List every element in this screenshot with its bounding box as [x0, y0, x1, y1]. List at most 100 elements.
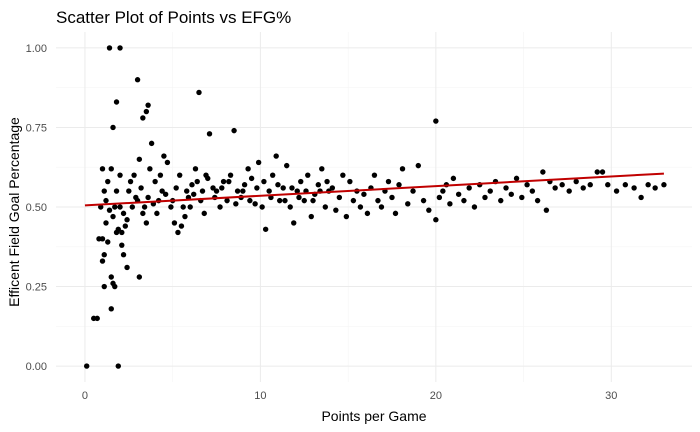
data-point: [357, 204, 364, 210]
data-point: [213, 188, 220, 194]
data-point: [180, 204, 186, 210]
data-point: [108, 274, 114, 280]
data-point: [255, 159, 262, 166]
data-point: [371, 172, 378, 178]
data-point: [96, 236, 102, 242]
data-point: [141, 204, 148, 210]
data-point: [336, 194, 343, 201]
data-point: [152, 178, 158, 185]
data-point: [389, 194, 395, 201]
data-point: [340, 172, 346, 178]
data-point: [385, 178, 392, 185]
data-point: [178, 223, 185, 229]
data-point: [450, 175, 457, 182]
chart-title: Scatter Plot of Points vs EFG%: [56, 8, 291, 27]
data-point: [503, 185, 509, 191]
data-point: [220, 178, 227, 185]
data-point: [227, 172, 234, 178]
data-point: [631, 185, 637, 191]
data-point: [106, 45, 113, 51]
data-point: [266, 188, 272, 194]
data-point: [133, 194, 139, 201]
data-point: [529, 188, 536, 194]
data-point: [343, 213, 350, 220]
x-tick-label: 30: [605, 390, 617, 402]
data-point: [361, 191, 367, 197]
data-point: [364, 210, 371, 217]
data-point: [117, 204, 123, 210]
y-axis-ticks: 0.00 0.25 0.50 0.75 1.00: [26, 43, 47, 373]
data-point: [105, 178, 111, 185]
data-point: [131, 172, 137, 178]
data-point: [210, 185, 216, 191]
data-point: [287, 204, 293, 210]
data-point: [559, 182, 565, 188]
data-point: [273, 153, 279, 159]
data-point: [226, 178, 232, 185]
data-point: [301, 197, 307, 204]
data-point: [124, 264, 130, 271]
data-point: [143, 108, 150, 115]
data-point: [101, 188, 107, 194]
data-point: [315, 182, 321, 188]
data-point: [573, 178, 579, 185]
data-point: [234, 188, 241, 194]
data-point: [119, 229, 125, 236]
data-points: [84, 45, 667, 369]
data-point: [284, 162, 290, 169]
data-point: [113, 229, 120, 236]
data-point: [168, 204, 174, 210]
data-point: [282, 197, 288, 204]
data-point: [103, 197, 109, 204]
data-point: [120, 252, 127, 258]
data-point: [276, 197, 283, 204]
data-point: [122, 223, 129, 229]
data-point: [201, 210, 207, 217]
data-point: [319, 166, 325, 172]
data-point: [471, 204, 478, 210]
data-point: [136, 156, 143, 162]
data-point: [176, 172, 183, 178]
data-point: [259, 204, 265, 210]
data-point: [164, 159, 171, 166]
data-point: [84, 363, 90, 369]
data-point: [99, 166, 106, 172]
y-axis-title: Efficent Field Goal Percentage: [6, 117, 22, 307]
data-point: [182, 213, 188, 220]
x-tick-label: 10: [254, 390, 266, 402]
data-point: [508, 191, 514, 197]
data-point: [184, 188, 190, 194]
data-point: [375, 197, 381, 204]
data-point: [98, 204, 104, 210]
data-point: [154, 210, 160, 217]
data-point: [112, 204, 118, 210]
data-point: [262, 226, 269, 232]
data-point: [143, 220, 150, 226]
data-point: [652, 185, 658, 191]
data-point: [117, 172, 123, 178]
data-point: [115, 363, 121, 369]
data-point: [440, 188, 446, 194]
data-point: [101, 283, 107, 290]
data-point: [622, 182, 629, 188]
data-point: [275, 182, 281, 188]
data-point: [269, 172, 276, 178]
data-point: [105, 239, 111, 245]
data-point: [661, 182, 667, 188]
data-point: [140, 115, 146, 121]
data-point: [513, 175, 520, 182]
data-point: [426, 207, 432, 213]
data-point: [219, 185, 225, 191]
data-point: [566, 188, 572, 194]
data-point: [433, 118, 439, 124]
data-point: [498, 197, 504, 204]
data-point: [248, 175, 255, 182]
data-point: [217, 204, 223, 210]
data-point: [94, 315, 100, 322]
data-point: [101, 252, 107, 258]
data-point: [410, 188, 416, 194]
data-point: [396, 182, 402, 188]
data-point: [120, 210, 127, 217]
data-point: [252, 201, 258, 207]
